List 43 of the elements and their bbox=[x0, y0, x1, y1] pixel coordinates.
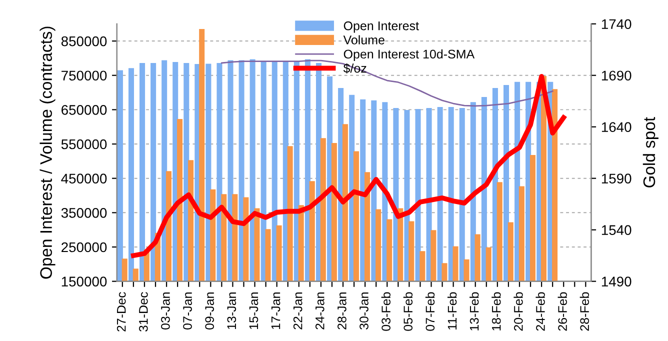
x-tick-label: 27-Dec bbox=[116, 292, 126, 332]
legend-label: Open Interest 10d-SMA bbox=[344, 49, 475, 62]
y-tick-label: 850000 bbox=[61, 36, 107, 46]
line-series bbox=[131, 74, 566, 258]
x-tick-label: 11-Feb bbox=[447, 292, 457, 330]
x-tick-label: 03-Feb bbox=[381, 292, 390, 331]
x-tick-label: 13-Feb bbox=[470, 292, 479, 330]
x-tick-label: 07-Jan bbox=[183, 292, 192, 330]
y-tick-label: 350000 bbox=[61, 208, 107, 218]
y-tick-label: 550000 bbox=[61, 139, 107, 150]
legend-label: Open Interest bbox=[344, 21, 419, 33]
x-tick-label: 24-Feb bbox=[536, 292, 545, 331]
x-tick-label: 28-Jan bbox=[338, 292, 346, 330]
x-tick-label: 24-Jan bbox=[315, 292, 324, 330]
y2-tick-label: 1490 bbox=[602, 276, 632, 286]
y2-tick-label: 1540 bbox=[602, 225, 632, 236]
x-tick-label: 03-Jan bbox=[161, 292, 170, 330]
x-tick-label: 17-Jan bbox=[271, 292, 280, 330]
x-tick-label: 31-Dec bbox=[138, 292, 148, 332]
y-axis-title: Open Interest / Volume (contracts) bbox=[40, 26, 56, 279]
x-tick-label: 07-Feb bbox=[425, 292, 435, 331]
y2-axis-title: Gold spot bbox=[642, 117, 658, 188]
y2-tick-label: 1590 bbox=[602, 174, 632, 184]
line-series bbox=[220, 60, 554, 107]
y2-tick-label: 1740 bbox=[602, 19, 632, 30]
x-tick-label: 09-Jan bbox=[205, 292, 214, 330]
x-tick-label: 05-Feb bbox=[403, 292, 413, 331]
y2-tick-label: 1690 bbox=[602, 70, 632, 81]
y-tick-label: 150000 bbox=[62, 276, 107, 286]
x-tick-label: 18-Feb bbox=[492, 292, 501, 330]
x-tick-label: 15-Jan bbox=[249, 292, 258, 330]
y-tick-label: 450000 bbox=[61, 174, 107, 184]
legend-label: Volume bbox=[343, 35, 384, 44]
x-tick-label: 30-Jan bbox=[360, 292, 368, 330]
x-tick-label: 22-Jan bbox=[293, 292, 302, 330]
x-tick-label: 28-Feb bbox=[580, 292, 590, 331]
y-tick-label: 750000 bbox=[62, 70, 107, 81]
y-tick-label: 250000 bbox=[62, 242, 107, 252]
y2-tick-label: 1640 bbox=[602, 122, 632, 132]
x-tick-label: 26-Feb bbox=[558, 292, 567, 331]
y-tick-label: 650000 bbox=[62, 105, 107, 115]
x-tick-label: 13-Jan bbox=[227, 292, 236, 330]
x-tick-label: 20-Feb bbox=[514, 292, 523, 331]
